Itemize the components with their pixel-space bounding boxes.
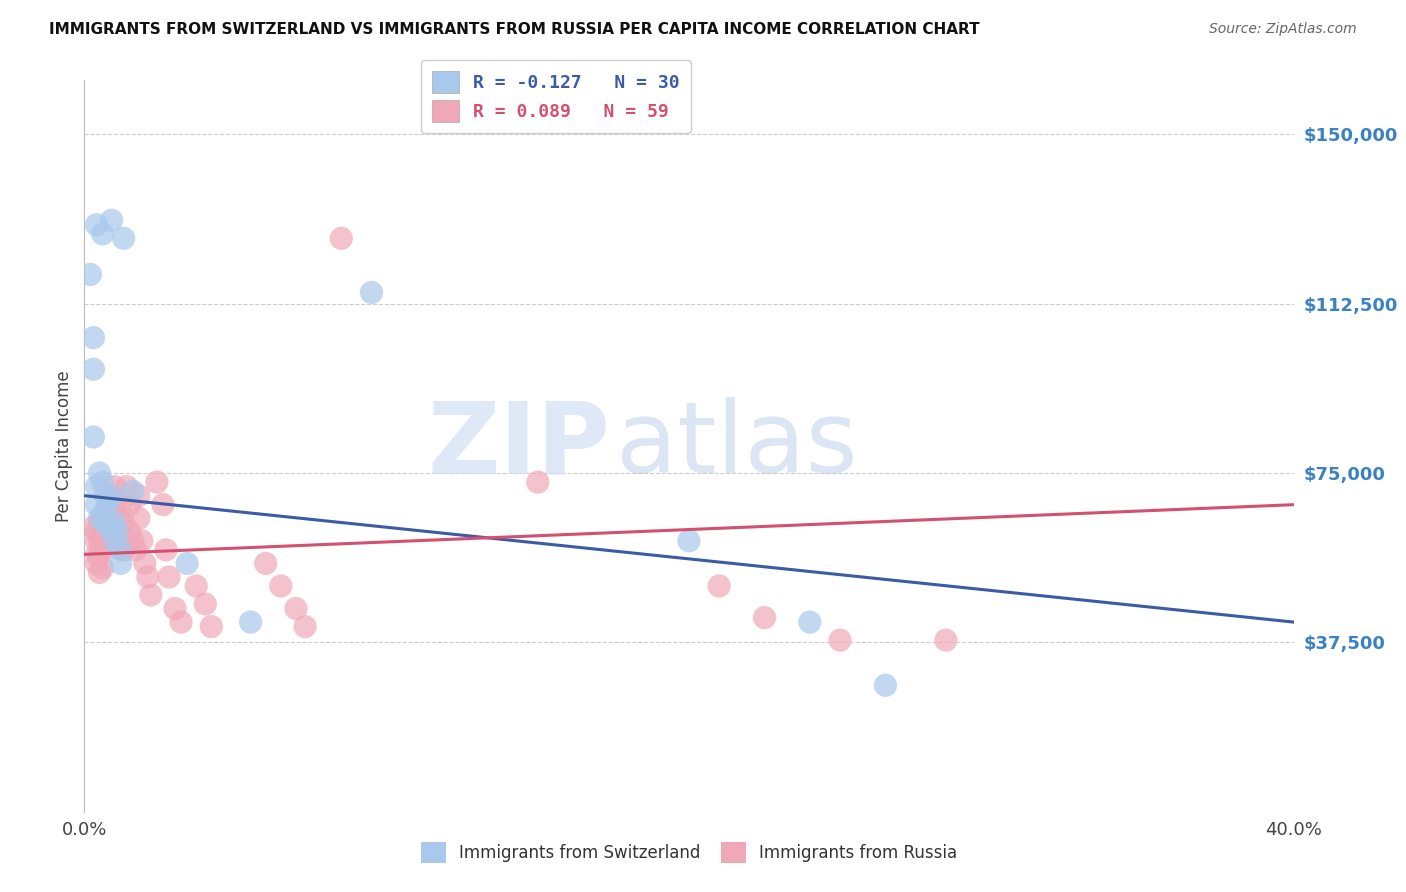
Point xyxy=(100,520,122,534)
Point xyxy=(799,615,821,629)
Point xyxy=(89,516,111,530)
Point xyxy=(94,502,117,516)
Point xyxy=(104,502,127,516)
Point xyxy=(285,601,308,615)
Point xyxy=(709,579,731,593)
Point xyxy=(82,362,104,376)
Point xyxy=(91,227,114,241)
Point xyxy=(86,480,108,494)
Text: ZIP: ZIP xyxy=(427,398,610,494)
Point xyxy=(91,533,114,548)
Point xyxy=(89,466,111,480)
Point xyxy=(94,507,117,521)
Point xyxy=(94,524,117,539)
Point xyxy=(91,542,114,557)
Point xyxy=(115,480,138,494)
Point xyxy=(89,547,111,561)
Point xyxy=(146,475,169,489)
Point xyxy=(91,475,114,489)
Point xyxy=(110,524,132,539)
Text: atlas: atlas xyxy=(616,398,858,494)
Point xyxy=(94,516,117,530)
Point xyxy=(157,570,180,584)
Point xyxy=(139,588,162,602)
Point xyxy=(125,542,148,557)
Point xyxy=(194,597,217,611)
Point xyxy=(131,533,153,548)
Point xyxy=(121,533,143,548)
Point xyxy=(118,498,141,512)
Point xyxy=(110,542,132,557)
Point xyxy=(82,520,104,534)
Point xyxy=(104,516,127,530)
Point xyxy=(107,511,129,525)
Point xyxy=(89,566,111,580)
Point xyxy=(165,601,187,615)
Point xyxy=(91,511,114,525)
Point xyxy=(155,542,177,557)
Point xyxy=(82,331,104,345)
Point xyxy=(100,489,122,503)
Point xyxy=(330,231,353,245)
Point xyxy=(118,524,141,539)
Point xyxy=(112,542,135,557)
Point xyxy=(97,493,120,508)
Point xyxy=(100,213,122,227)
Point xyxy=(94,489,117,503)
Point xyxy=(239,615,262,629)
Point xyxy=(152,498,174,512)
Point xyxy=(176,557,198,571)
Point xyxy=(82,430,104,444)
Point xyxy=(128,511,150,525)
Point xyxy=(86,557,108,571)
Point xyxy=(104,533,127,548)
Point xyxy=(754,610,776,624)
Point xyxy=(97,524,120,539)
Point xyxy=(107,524,129,539)
Point xyxy=(86,218,108,232)
Point xyxy=(186,579,208,593)
Point xyxy=(97,520,120,534)
Point xyxy=(128,489,150,503)
Point xyxy=(875,678,897,692)
Point xyxy=(100,533,122,548)
Point xyxy=(86,533,108,548)
Point xyxy=(89,533,111,548)
Legend: R = -0.127   N = 30, R = 0.089   N = 59: R = -0.127 N = 30, R = 0.089 N = 59 xyxy=(420,60,690,133)
Text: IMMIGRANTS FROM SWITZERLAND VS IMMIGRANTS FROM RUSSIA PER CAPITA INCOME CORRELAT: IMMIGRANTS FROM SWITZERLAND VS IMMIGRANT… xyxy=(49,22,980,37)
Point xyxy=(86,498,108,512)
Point xyxy=(134,557,156,571)
Point xyxy=(254,557,277,571)
Point xyxy=(678,533,700,548)
Point xyxy=(360,285,382,300)
Point xyxy=(89,511,111,525)
Point xyxy=(110,557,132,571)
Point xyxy=(527,475,550,489)
Y-axis label: Per Capita Income: Per Capita Income xyxy=(55,370,73,522)
Point xyxy=(121,484,143,499)
Point xyxy=(136,570,159,584)
Point xyxy=(104,524,127,539)
Point xyxy=(104,480,127,494)
Point xyxy=(270,579,292,593)
Point xyxy=(830,633,852,648)
Point xyxy=(79,268,101,282)
Text: Source: ZipAtlas.com: Source: ZipAtlas.com xyxy=(1209,22,1357,37)
Point xyxy=(107,533,129,548)
Point xyxy=(86,524,108,539)
Point xyxy=(97,498,120,512)
Point xyxy=(86,547,108,561)
Point xyxy=(91,561,114,575)
Point xyxy=(935,633,957,648)
Point xyxy=(112,516,135,530)
Point xyxy=(200,619,222,633)
Point xyxy=(112,231,135,245)
Point xyxy=(110,498,132,512)
Point xyxy=(294,619,316,633)
Point xyxy=(170,615,193,629)
